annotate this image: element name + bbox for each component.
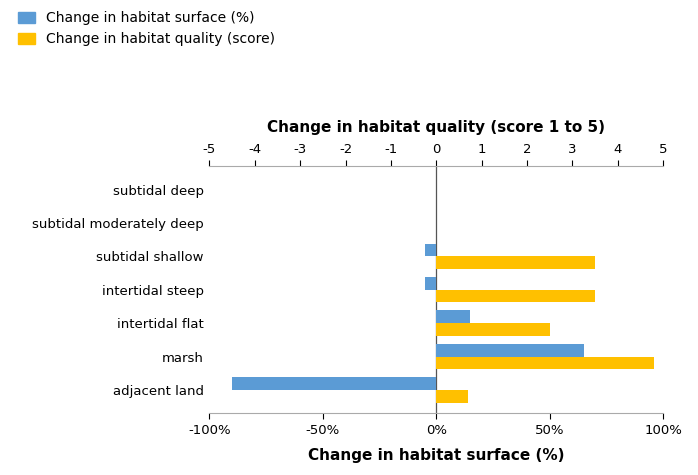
Bar [436, 290, 595, 303]
Bar [436, 390, 468, 403]
Bar [436, 311, 470, 323]
X-axis label: Change in habitat surface (%): Change in habitat surface (%) [308, 448, 565, 463]
Bar [425, 277, 436, 290]
Bar [436, 256, 595, 269]
X-axis label: Change in habitat quality (score 1 to 5): Change in habitat quality (score 1 to 5) [267, 120, 605, 135]
Bar [232, 377, 436, 390]
Bar [436, 357, 654, 369]
Legend: Change in habitat surface (%), Change in habitat quality (score): Change in habitat surface (%), Change in… [14, 7, 279, 50]
Bar [436, 344, 584, 357]
Bar [436, 323, 550, 336]
Bar [425, 244, 436, 256]
